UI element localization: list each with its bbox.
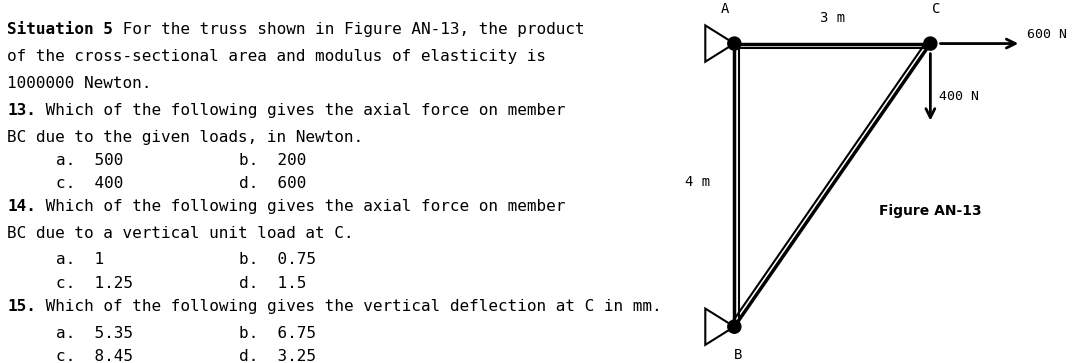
Text: BC due to a vertical unit load at C.: BC due to a vertical unit load at C. <box>8 226 354 241</box>
Text: d.  3.25: d. 3.25 <box>239 349 316 363</box>
Text: 1000000 Newton.: 1000000 Newton. <box>8 76 152 91</box>
Text: a.  1: a. 1 <box>56 252 104 267</box>
Circle shape <box>923 37 936 50</box>
Circle shape <box>728 320 741 333</box>
Text: Which of the following gives the vertical deflection at C in mm.: Which of the following gives the vertica… <box>37 299 662 314</box>
Text: 600 N: 600 N <box>1027 28 1067 41</box>
Text: a.  5.35: a. 5.35 <box>56 326 133 340</box>
Text: For the truss shown in Figure AN-13, the product: For the truss shown in Figure AN-13, the… <box>113 21 585 37</box>
Text: 15.: 15. <box>8 299 37 314</box>
Text: 14.: 14. <box>8 199 37 213</box>
Text: of the cross-sectional area and modulus of elasticity is: of the cross-sectional area and modulus … <box>8 49 546 64</box>
Text: Which of the following gives the axial force on member: Which of the following gives the axial f… <box>37 103 566 118</box>
Text: 4 m: 4 m <box>686 175 711 188</box>
Text: c.  8.45: c. 8.45 <box>56 349 133 363</box>
Text: c.  1.25: c. 1.25 <box>56 276 133 291</box>
Text: B: B <box>733 348 742 363</box>
Text: A: A <box>721 2 729 16</box>
Text: a.  500: a. 500 <box>56 153 123 168</box>
Circle shape <box>728 37 741 50</box>
Text: 13.: 13. <box>8 103 37 118</box>
Text: Figure AN-13: Figure AN-13 <box>879 204 982 217</box>
Text: 3 m: 3 m <box>820 11 845 25</box>
Text: b.  6.75: b. 6.75 <box>239 326 316 340</box>
Text: 400 N: 400 N <box>940 90 980 103</box>
Text: c.  400: c. 400 <box>56 176 123 191</box>
Text: b.  200: b. 200 <box>239 153 307 168</box>
Text: Situation 5: Situation 5 <box>8 21 113 37</box>
Text: b.  0.75: b. 0.75 <box>239 252 316 267</box>
Text: BC due to the given loads, in Newton.: BC due to the given loads, in Newton. <box>8 130 364 146</box>
Text: d.  600: d. 600 <box>239 176 307 191</box>
Text: C: C <box>932 2 940 16</box>
Text: Which of the following gives the axial force on member: Which of the following gives the axial f… <box>37 199 566 213</box>
Text: d.  1.5: d. 1.5 <box>239 276 307 291</box>
